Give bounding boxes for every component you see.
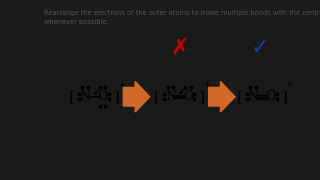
Text: O: O <box>98 90 108 103</box>
Polygon shape <box>123 82 150 112</box>
Text: +: + <box>285 80 292 89</box>
Text: ]: ] <box>199 90 205 104</box>
Text: +: + <box>118 80 124 89</box>
Text: N: N <box>165 90 176 103</box>
Text: ]: ] <box>114 90 119 104</box>
FancyArrowPatch shape <box>94 89 99 94</box>
FancyArrowPatch shape <box>180 88 184 93</box>
Text: [: [ <box>154 90 160 104</box>
Text: [: [ <box>236 90 242 104</box>
Text: Rearrange the electrons of the outer atoms to make multiple bonds with the centr: Rearrange the electrons of the outer ato… <box>44 10 320 25</box>
Text: ✗: ✗ <box>170 38 188 58</box>
Text: O: O <box>265 90 276 103</box>
Text: N: N <box>247 90 259 103</box>
Text: N: N <box>80 90 91 103</box>
Text: +: + <box>203 80 210 89</box>
Text: ✓: ✓ <box>251 38 270 58</box>
Text: ]: ] <box>281 90 287 104</box>
Polygon shape <box>209 82 235 112</box>
Text: [: [ <box>68 90 74 104</box>
Text: O: O <box>183 90 193 103</box>
